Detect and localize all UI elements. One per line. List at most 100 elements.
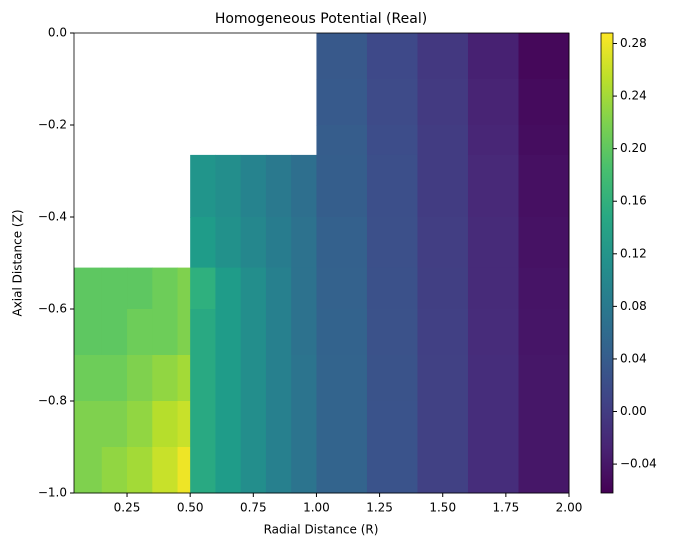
contour-cell [417, 447, 469, 494]
contour-cell [265, 355, 292, 402]
contour-cell [152, 267, 179, 310]
contour-cell [177, 309, 191, 356]
x-tick-label: 1.75 [493, 501, 520, 515]
contour-cell [190, 309, 216, 356]
contour-cell [316, 125, 368, 156]
contour-cell [291, 355, 317, 402]
contour-cell [240, 447, 267, 494]
contour-cell [240, 401, 267, 448]
contour-cell [291, 401, 317, 448]
contour-cell [518, 401, 570, 448]
contour-cell [316, 447, 368, 494]
contour-cell [101, 355, 128, 402]
contour-cell [215, 154, 242, 218]
contour-cell [101, 447, 128, 494]
contour-cell [467, 33, 519, 80]
contour-cell [366, 401, 418, 448]
contour-cell [240, 267, 267, 310]
contour-cell [265, 447, 292, 494]
colorbar-tick-label: 0.24 [620, 89, 647, 103]
contour-cell [417, 125, 469, 156]
contour-cell [417, 401, 469, 448]
contour-cell [127, 355, 153, 402]
contour-cell [240, 217, 267, 269]
contour-cell [215, 267, 242, 310]
contour-cell [316, 217, 368, 269]
contour-cell [518, 355, 570, 402]
contour-cell [291, 154, 317, 218]
contour-cell [417, 79, 469, 126]
contour-cell [467, 309, 519, 356]
contour-cell [152, 355, 179, 402]
contour-cell [467, 217, 519, 269]
contour-cell [265, 267, 292, 310]
colorbar-tick-label: −0.04 [620, 457, 657, 471]
contour-cell [467, 267, 519, 310]
contour-cell [366, 154, 418, 218]
contour-cell [101, 309, 128, 356]
contour-cell [240, 154, 267, 218]
contour-cell [127, 447, 153, 494]
contour-cell [190, 267, 216, 310]
contour-cell [366, 79, 418, 126]
contour-cell [366, 355, 418, 402]
contour-cell [215, 355, 242, 402]
contour-cell [265, 309, 292, 356]
contour-cell [518, 217, 570, 269]
contour-cell [291, 309, 317, 356]
contour-cell [316, 267, 368, 310]
colorbar-tick-label: 0.12 [620, 246, 647, 260]
contour-cell [417, 267, 469, 310]
contour-cell [316, 355, 368, 402]
contour-cell [366, 309, 418, 356]
colorbar-tick-label: 0.00 [620, 404, 647, 418]
contour-cell [101, 267, 128, 310]
contour-cell [74, 355, 103, 402]
contour-cell [190, 447, 216, 494]
contour-cell [316, 154, 368, 218]
contour-cell [152, 401, 179, 448]
contour-cell [265, 401, 292, 448]
x-tick-label: 0.75 [240, 501, 267, 515]
x-tick-label: 1.25 [366, 501, 393, 515]
contour-cell [417, 355, 469, 402]
contour-cell [316, 33, 368, 80]
contour-cell [291, 267, 317, 310]
contour-cell [518, 309, 570, 356]
contour-cell [366, 125, 418, 156]
contour-cell [190, 217, 216, 269]
contour-cell [127, 267, 153, 310]
contour-cell [240, 355, 267, 402]
colorbar [600, 32, 614, 494]
contour-cell [467, 447, 519, 494]
y-tick-label: −0.2 [38, 118, 67, 132]
plot-area [74, 33, 570, 494]
contour-cell [190, 355, 216, 402]
contour-cell [467, 154, 519, 218]
x-tick-label: 1.00 [303, 501, 330, 515]
contour-cell [417, 309, 469, 356]
contour-cell [177, 355, 191, 402]
contour-cell [316, 401, 368, 448]
x-tick-label: 0.50 [177, 501, 204, 515]
colorbar-tick-label: 0.20 [620, 141, 647, 155]
contour-cell [215, 309, 242, 356]
contour-cell [518, 447, 570, 494]
contour-cell [467, 355, 519, 402]
x-tick-label: 2.00 [556, 501, 583, 515]
colorbar-tick-label: 0.16 [620, 194, 647, 208]
x-axis-label: Radial Distance (R) [264, 523, 379, 537]
contour-cell [467, 401, 519, 448]
contour-cell [215, 447, 242, 494]
colorbar-tick-label: 0.04 [620, 351, 647, 365]
contour-cell [240, 309, 267, 356]
contour-cell [417, 154, 469, 218]
contour-cell [518, 154, 570, 218]
contour-cell [291, 217, 317, 269]
contour-cell [177, 447, 191, 494]
contour-cell [316, 79, 368, 126]
chart-title: Homogeneous Potential (Real) [215, 11, 427, 27]
contour-cell [467, 79, 519, 126]
y-tick-label: −0.8 [38, 394, 67, 408]
